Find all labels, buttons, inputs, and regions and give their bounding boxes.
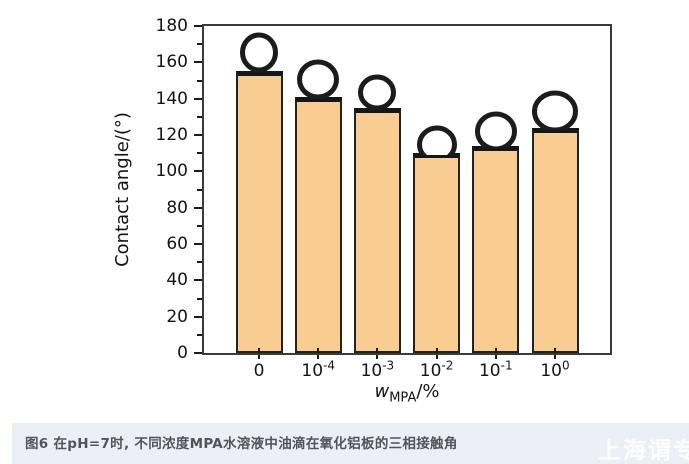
x-tick-label: 100	[519, 358, 591, 381]
x-tick-outside	[554, 355, 556, 359]
x-tick-label: 10-1	[460, 358, 532, 381]
x-tick-inside	[317, 348, 320, 353]
x-tick-label: 10-2	[401, 358, 473, 381]
y-axis-title: Contact angle/(°)	[111, 24, 133, 355]
x-tick-label: 10-4	[282, 358, 354, 381]
y-tick-label: 100	[155, 161, 188, 182]
y-major-tick	[194, 206, 202, 209]
y-major-tick	[194, 134, 202, 136]
y-tick-label: 180	[155, 16, 188, 36]
x-tick-base: 0	[253, 361, 265, 381]
x-tick-exponent: -2	[441, 358, 454, 373]
x-tick-outside	[317, 355, 320, 359]
bar-10-2	[413, 153, 461, 353]
y-major-tick	[194, 61, 202, 64]
x-tick-outside	[435, 355, 438, 359]
oil-droplet-photo	[532, 90, 578, 130]
y-tick-label: 0	[177, 343, 188, 363]
bar-10-1	[472, 146, 520, 353]
x-axis-unit: /%	[416, 381, 440, 402]
y-major-tick	[194, 279, 202, 282]
x-tick-exponent: 0	[562, 358, 570, 373]
y-tick-label: 20	[166, 306, 188, 327]
oil-droplet-photo	[297, 59, 340, 99]
oil-droplet-photo	[474, 111, 517, 148]
plot-area	[202, 24, 612, 355]
x-tick-base: 10	[540, 361, 562, 381]
bars-layer	[204, 26, 610, 353]
x-tick-outside	[494, 355, 497, 359]
oil-droplet-photo	[240, 32, 278, 73]
y-tick-label: 120	[155, 125, 188, 145]
figure-caption: 图6 在pH=7时, 不同浓度MPA水溶液中油滴在氧化铝板的三相接触角	[25, 436, 458, 452]
x-tick-inside	[435, 348, 438, 353]
x-tick-outside	[376, 355, 379, 359]
x-axis-variable: w	[374, 381, 390, 402]
x-tick-exponent: -3	[382, 358, 395, 373]
y-tick-label: 80	[166, 197, 188, 218]
y-tick-label: 40	[166, 270, 188, 291]
y-major-tick	[194, 315, 202, 318]
x-tick-inside	[554, 348, 556, 353]
x-axis-title: wMPA/%	[307, 381, 507, 406]
x-tick-label: 0	[223, 361, 295, 381]
y-tick-label: 60	[166, 234, 188, 254]
bar-0	[235, 71, 283, 353]
y-tick-label: 160	[155, 52, 188, 73]
x-tick-inside	[258, 348, 260, 353]
y-major-tick	[194, 97, 202, 100]
bar-10-4	[294, 97, 342, 353]
y-major-tick	[194, 352, 202, 354]
x-tick-base: 10	[360, 361, 383, 381]
x-tick-outside	[258, 355, 260, 359]
x-tick-base: 10	[419, 361, 442, 381]
y-tick-label: 140	[155, 88, 188, 109]
y-axis-title-text: Contact angle/(°)	[111, 112, 133, 267]
x-axis-subscript: MPA	[389, 390, 417, 406]
y-major-tick	[194, 170, 202, 173]
x-tick-exponent: -4	[323, 358, 335, 373]
bar-100	[531, 128, 579, 353]
oil-droplet-photo	[416, 125, 457, 155]
y-major-tick	[194, 243, 202, 245]
x-tick-inside	[494, 348, 497, 353]
figure-caption-bar: 图6 在pH=7时, 不同浓度MPA水溶液中油滴在氧化铝板的三相接触角 上海谓专	[12, 423, 689, 464]
x-tick-inside	[376, 348, 379, 353]
x-tick-exponent: -1	[500, 358, 513, 373]
contact-angle-figure: Contact angle/(°) 0 20 40 60 80 100 120 140 160 1…	[111, 16, 612, 406]
y-major-tick	[194, 25, 202, 27]
x-tick-base: 10	[478, 361, 501, 381]
x-tick-base: 10	[301, 361, 324, 381]
bar-10-3	[353, 108, 401, 353]
x-tick-label: 10-3	[341, 358, 413, 381]
watermark: 上海谓专	[598, 438, 689, 464]
oil-droplet-photo	[358, 74, 397, 110]
